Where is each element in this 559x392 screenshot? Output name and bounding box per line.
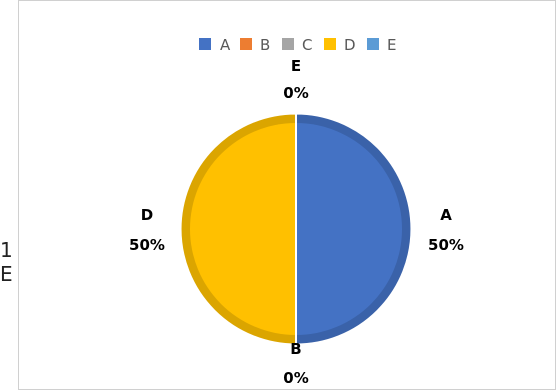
data-label-b: B 0% (283, 340, 308, 387)
legend-label-c: C (302, 36, 312, 54)
data-label-value: 50% (129, 236, 165, 254)
pie-slice-face-d (190, 123, 296, 335)
data-label-value: 0% (283, 369, 308, 387)
data-label-category: B (290, 340, 301, 358)
page-edge-char: E (0, 262, 13, 286)
pie-chart: A B C D E A 50% B 0% D 50% E 0% (18, 0, 556, 390)
pie (180, 113, 412, 345)
legend: A B C D E (199, 36, 396, 54)
data-label-a: A 50% (428, 206, 464, 254)
page-edge-text: 1 E (0, 238, 16, 286)
data-label-value: 0% (283, 84, 308, 102)
pie-chart-canvas: A B C D E A 50% B 0% D 50% E 0% (129, 36, 464, 387)
legend-label-d: D (344, 36, 356, 54)
data-label-category: E (291, 57, 301, 75)
data-label-e: E 0% (283, 57, 308, 102)
data-label-category: D (141, 206, 153, 224)
data-label-value: 50% (428, 236, 464, 254)
pie-slice-face-a (296, 123, 402, 335)
legend-swatch-a (199, 38, 211, 50)
legend-swatch-d (324, 38, 336, 50)
legend-swatch-b (240, 38, 252, 50)
legend-swatch-c (282, 38, 294, 50)
legend-label-a: A (220, 36, 231, 54)
legend-label-e: E (387, 36, 396, 54)
data-label-category: A (440, 206, 452, 224)
page-edge-char: 1 (0, 238, 13, 262)
legend-label-b: B (260, 36, 270, 54)
legend-swatch-e (367, 38, 379, 50)
data-label-d: D 50% (129, 206, 165, 254)
